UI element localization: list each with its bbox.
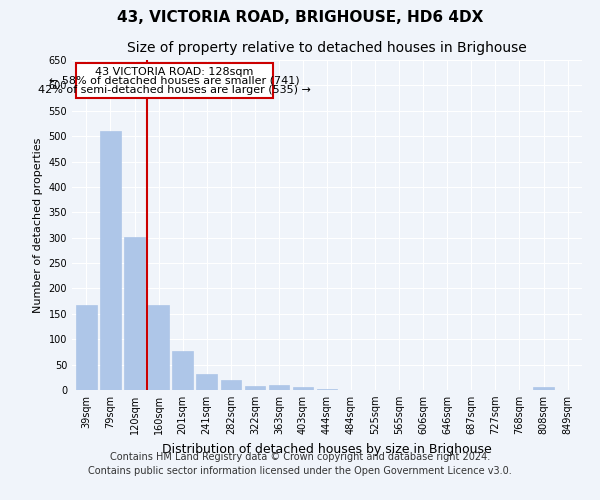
- Bar: [172, 351, 193, 390]
- Bar: [196, 374, 217, 390]
- Text: Contains HM Land Registry data © Crown copyright and database right 2024.: Contains HM Land Registry data © Crown c…: [110, 452, 490, 462]
- Text: Contains public sector information licensed under the Open Government Licence v3: Contains public sector information licen…: [88, 466, 512, 476]
- Bar: [245, 386, 265, 390]
- FancyBboxPatch shape: [76, 62, 273, 98]
- Bar: [269, 386, 289, 390]
- Bar: [533, 388, 554, 390]
- Text: 43, VICTORIA ROAD, BRIGHOUSE, HD6 4DX: 43, VICTORIA ROAD, BRIGHOUSE, HD6 4DX: [117, 10, 483, 25]
- Bar: [293, 388, 313, 390]
- Text: ← 58% of detached houses are smaller (741): ← 58% of detached houses are smaller (74…: [49, 76, 299, 86]
- Bar: [221, 380, 241, 390]
- X-axis label: Distribution of detached houses by size in Brighouse: Distribution of detached houses by size …: [162, 442, 492, 456]
- Bar: [148, 304, 169, 390]
- Bar: [124, 236, 145, 390]
- Text: 43 VICTORIA ROAD: 128sqm: 43 VICTORIA ROAD: 128sqm: [95, 66, 253, 76]
- Bar: [76, 304, 97, 390]
- Title: Size of property relative to detached houses in Brighouse: Size of property relative to detached ho…: [127, 40, 527, 54]
- Y-axis label: Number of detached properties: Number of detached properties: [33, 138, 43, 312]
- Text: 42% of semi-detached houses are larger (535) →: 42% of semi-detached houses are larger (…: [38, 85, 311, 95]
- Bar: [100, 131, 121, 390]
